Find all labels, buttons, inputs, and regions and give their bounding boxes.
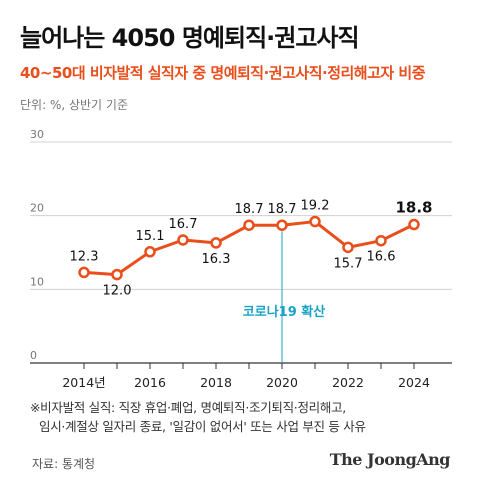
data-labels: 12.3 12.0 15.1 16.7 16.3 18.7 18.7 19.2 15.7 16.6… — [70, 199, 433, 299]
y-tick-label: 30 — [30, 128, 44, 141]
data-label: 12.3 — [70, 249, 99, 264]
data-point — [210, 237, 222, 249]
data-label: 16.6 — [367, 250, 396, 265]
grid-lines — [30, 141, 452, 290]
x-tick-label: 2014년 — [62, 375, 105, 390]
chart-subtitle: 40~50대 비자발적 실직자 중 명예퇴직·권고사직·정리해고자 비중 — [20, 64, 426, 82]
x-tick-label: 2022 — [332, 375, 364, 390]
data-point — [408, 218, 420, 231]
y-tick-label: 10 — [30, 275, 44, 288]
data-point — [309, 215, 321, 228]
y-tick-label: 20 — [30, 202, 44, 215]
data-label: 16.7 — [169, 217, 198, 232]
data-point — [78, 266, 90, 279]
line-chart: 0 10 20 30 2014년 2016 2018 2020 2022 2024 코로나19 확… — [30, 128, 452, 390]
axes: 0 10 20 30 2014년 2016 2018 2020 2022 2024 — [30, 128, 452, 390]
source-label: 자료: 통계청 — [32, 457, 96, 471]
data-point — [342, 241, 354, 254]
unit-label: 단위: %, 상반기 기준 — [20, 98, 128, 112]
footnote-line-1: ※비자발적 실직: 직장 휴업·폐업, 명예퇴직·조기퇴직·정리해고, — [30, 400, 346, 415]
x-tick-label: 2024 — [398, 375, 430, 390]
data-label: 12.0 — [103, 284, 132, 299]
data-point — [375, 234, 387, 247]
x-tick-label: 2020 — [266, 375, 298, 390]
data-point — [144, 246, 156, 258]
footnote: ※비자발적 실직: 직장 휴업·폐업, 명예퇴직·조기퇴직·정리해고, 임시·계… — [30, 398, 470, 436]
x-tick-label: 2016 — [134, 375, 166, 390]
y-tick-label: 0 — [30, 349, 37, 362]
chart-title: 늘어나는 4050 명예퇴직·권고사직 — [20, 24, 360, 52]
data-label: 16.3 — [202, 252, 231, 267]
brand-logo: The JoongAng — [329, 450, 451, 469]
annotation: 코로나19 확산 — [243, 231, 325, 363]
annotation-label: 코로나19 확산 — [243, 304, 325, 320]
x-tick-label: 2018 — [200, 375, 232, 390]
data-point — [177, 234, 189, 246]
data-label: 15.7 — [334, 256, 363, 271]
series — [78, 215, 420, 281]
data-point — [243, 219, 255, 231]
data-point — [111, 268, 123, 281]
data-label: 18.8 — [395, 199, 432, 217]
data-label: 15.1 — [136, 229, 165, 244]
data-point — [276, 219, 288, 231]
footnote-line-2: 임시·계절상 일자리 종료, '일감이 없어서' 또는 사업 부진 등 사유 — [39, 419, 366, 434]
data-label: 18.7 — [268, 202, 297, 217]
data-label: 18.7 — [235, 202, 264, 217]
data-label: 19.2 — [301, 199, 330, 214]
